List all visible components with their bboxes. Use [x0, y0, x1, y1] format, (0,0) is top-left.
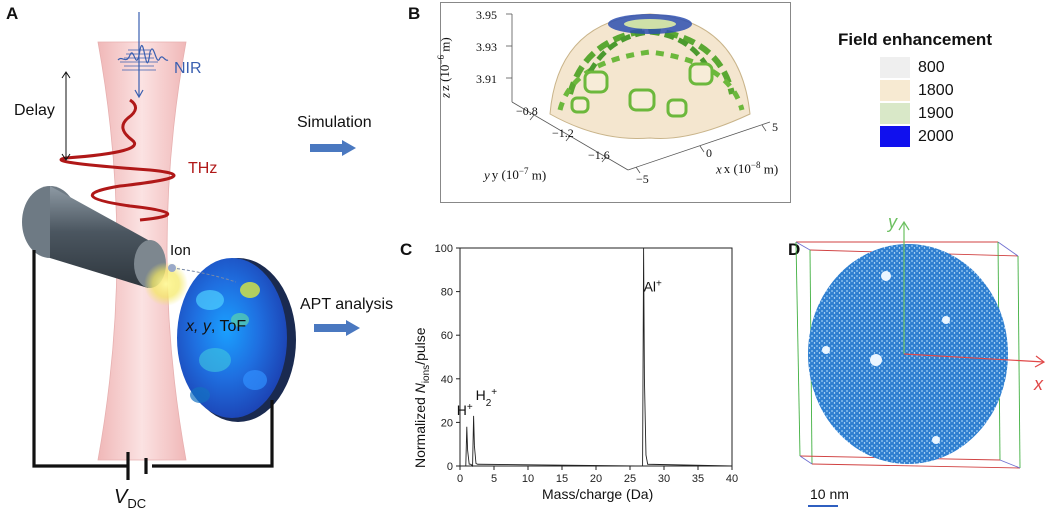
x-axis-unit: m) [760, 161, 779, 177]
y-tick-label: 100 [435, 243, 453, 255]
legend: 800 1800 1900 2000 [880, 56, 954, 148]
x-tick-1: 0 [706, 146, 712, 160]
legend-title: Field enhancement [838, 30, 992, 49]
spectrum-trace [462, 247, 733, 468]
chart-ylabel-post: /pulse [412, 327, 428, 365]
delay-marker [61, 71, 71, 161]
panel-a-label: A [6, 4, 19, 23]
chart-ylabel-pre: Normalized [412, 393, 428, 468]
z-axis-text: z (10 [437, 64, 453, 91]
legend-item: 1900 [880, 102, 954, 125]
x-tick-label: 10 [522, 473, 534, 485]
x-axis-text: x (10 [723, 161, 751, 177]
ion-trajectory [171, 267, 237, 283]
x-tick-label: 35 [692, 473, 704, 485]
legend-label: 1900 [918, 104, 954, 122]
z-axis-label: zz (10−6 m) [436, 37, 453, 98]
peak-label: H2+ [476, 386, 498, 408]
delay-label: Delay [14, 102, 55, 119]
legend-label: 2000 [918, 127, 954, 145]
y-tick-label: 80 [441, 287, 453, 299]
y-tick-1: −1.2 [552, 126, 574, 140]
z-tick-1: 3.93 [476, 40, 497, 54]
detector-label-xy: x, y [186, 318, 211, 335]
y-tick-label: 0 [447, 461, 453, 473]
ion-label: Ion [170, 242, 191, 259]
nir-pulse [117, 12, 169, 99]
panel-b-plot [440, 2, 791, 203]
chart-xlabel: Mass/charge (Da) [542, 486, 654, 502]
y-axis-exp: −7 [518, 166, 529, 176]
legend-swatch [880, 126, 910, 147]
legend-item: 1800 [880, 79, 954, 102]
simulation-label: Simulation [297, 114, 372, 131]
z-axis-unit: m) [437, 37, 453, 55]
detector-disc [177, 258, 296, 422]
vdc-v: V [114, 486, 128, 508]
peak-label: Al+ [644, 278, 662, 295]
chart-ylabel-sub: ions [420, 364, 432, 384]
needle-tip [22, 186, 188, 306]
x-axis-arrow [903, 353, 1046, 368]
detector-label-tof: , ToF [210, 318, 247, 335]
legend-item: 2000 [880, 125, 954, 148]
panel-b-label: B [408, 4, 421, 23]
x-axis-exp: −8 [750, 160, 761, 170]
y-tick-label: 40 [441, 374, 453, 386]
scale-bar-line [808, 505, 838, 507]
y-tick-2: −1.6 [588, 148, 610, 162]
ion-dot [168, 264, 176, 272]
y-tick-0: −0.8 [516, 104, 538, 118]
thz-wave [59, 98, 176, 222]
apt-arrow [314, 320, 360, 336]
x-tick-label: 25 [624, 473, 636, 485]
z-tick-2: 3.91 [476, 72, 497, 86]
field-dome [549, 13, 751, 139]
x-tick-label: 40 [726, 473, 738, 485]
simulation-arrow [310, 140, 356, 156]
apt-label: APT analysis [300, 296, 394, 313]
thz-label: THz [188, 160, 218, 177]
x-tick-label: 0 [457, 473, 463, 485]
y-tick-label: 60 [441, 330, 453, 342]
panel-d-label: D [788, 240, 801, 259]
legend-label: 800 [918, 58, 945, 76]
x-tick-label: 5 [491, 473, 497, 485]
legend-label: 1800 [918, 81, 954, 99]
legend-swatch [880, 103, 910, 124]
z-axis-exp: −6 [436, 55, 446, 65]
vdc-sub: DC [127, 496, 147, 511]
x-tick-label: 15 [556, 473, 568, 485]
x-tick-label: 30 [658, 473, 670, 485]
y-axis-unit: m) [528, 167, 547, 183]
chart-ylabel: Normalized Nions/pulse [412, 327, 432, 468]
scale-bar-label: 10 nm [810, 486, 849, 502]
nir-label: NIR [174, 60, 202, 77]
reconstruction-3d [795, 220, 1046, 469]
vdc-label: VDC [114, 486, 146, 511]
d-x-axis-label: x [1034, 374, 1043, 394]
chart-ylabel-n: N [412, 383, 428, 394]
x-tick-0: 5 [772, 120, 778, 134]
z-tick-0: 3.95 [476, 8, 497, 22]
x-tick-label: 20 [590, 473, 602, 485]
detector-label: x, y, ToF [186, 318, 246, 336]
d-y-axis-label: y [888, 212, 897, 232]
plot-frame [459, 247, 733, 467]
panel-a-schematic [22, 12, 296, 480]
mass-spectrum-chart: 0 5 10 15 20 25 30 35 40 0 20 40 60 80 100 H+H2+ Al+ [435, 243, 738, 485]
y-tick-label: 20 [441, 417, 453, 429]
legend-swatch [880, 80, 910, 101]
y-axis-text: y (10 [491, 167, 519, 183]
y-axis-arrow [898, 220, 910, 354]
legend-item: 800 [880, 56, 954, 79]
panel-c-label: C [400, 240, 413, 259]
x-tick-2: −5 [636, 172, 649, 186]
legend-swatch [880, 57, 910, 78]
circuit [32, 250, 274, 480]
peak-label: H+ [457, 401, 473, 418]
